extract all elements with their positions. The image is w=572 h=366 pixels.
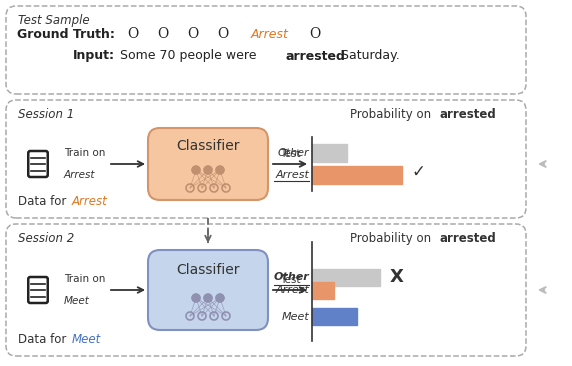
- Text: O: O: [309, 27, 321, 41]
- Text: arrested: arrested: [285, 49, 345, 63]
- FancyBboxPatch shape: [148, 128, 268, 200]
- Text: Arrest: Arrest: [275, 170, 309, 180]
- Text: Other: Other: [277, 148, 309, 158]
- Circle shape: [216, 166, 224, 174]
- FancyBboxPatch shape: [28, 277, 47, 303]
- Text: O: O: [188, 27, 198, 41]
- Text: Classifier: Classifier: [176, 139, 240, 153]
- Text: Session 1: Session 1: [18, 108, 74, 121]
- Text: Input:: Input:: [73, 49, 115, 63]
- Text: Some 70 people were: Some 70 people were: [120, 49, 260, 63]
- Text: Meet: Meet: [281, 311, 309, 321]
- FancyBboxPatch shape: [28, 151, 47, 177]
- Text: Arrest: Arrest: [251, 27, 289, 41]
- Text: Arrest: Arrest: [72, 195, 108, 208]
- Circle shape: [192, 294, 200, 302]
- Text: Probability on: Probability on: [350, 108, 435, 121]
- Text: Arrest: Arrest: [64, 170, 96, 180]
- Text: arrested: arrested: [440, 232, 496, 245]
- Text: Other: Other: [273, 273, 309, 283]
- Text: Train on: Train on: [64, 148, 105, 158]
- Text: Arrest: Arrest: [275, 285, 309, 295]
- Text: Session 2: Session 2: [18, 232, 74, 245]
- Text: Probability on: Probability on: [350, 232, 435, 245]
- Text: O: O: [157, 27, 169, 41]
- Text: Test Sample: Test Sample: [18, 14, 90, 27]
- Text: Saturday.: Saturday.: [337, 49, 400, 63]
- Text: arrested: arrested: [440, 108, 496, 121]
- Bar: [312, 269, 380, 286]
- Text: Data for: Data for: [18, 333, 70, 346]
- Bar: [312, 308, 357, 325]
- Text: Meet: Meet: [72, 333, 101, 346]
- Text: X: X: [390, 269, 404, 287]
- Text: O: O: [128, 27, 138, 41]
- Text: Train on: Train on: [64, 274, 105, 284]
- Text: Test: Test: [280, 149, 300, 159]
- Circle shape: [216, 294, 224, 302]
- Text: Test: Test: [280, 275, 300, 285]
- Circle shape: [204, 294, 212, 302]
- Bar: [312, 281, 334, 299]
- Bar: [312, 144, 347, 162]
- Text: ✓: ✓: [412, 163, 426, 181]
- Text: O: O: [217, 27, 229, 41]
- Bar: [312, 166, 402, 184]
- Text: Meet: Meet: [64, 296, 90, 306]
- Text: Classifier: Classifier: [176, 263, 240, 277]
- Circle shape: [204, 166, 212, 174]
- FancyBboxPatch shape: [148, 250, 268, 330]
- Text: Data for: Data for: [18, 195, 70, 208]
- Text: Ground Truth:: Ground Truth:: [17, 27, 115, 41]
- Circle shape: [192, 166, 200, 174]
